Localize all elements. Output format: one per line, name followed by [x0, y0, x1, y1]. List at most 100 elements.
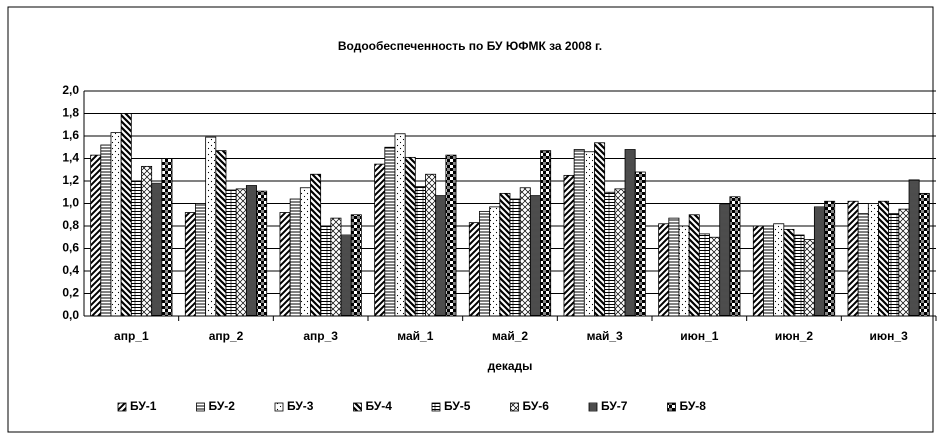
bar	[908, 179, 920, 317]
bar	[878, 200, 890, 317]
legend-label: БУ-1	[130, 399, 157, 413]
legend-swatch	[667, 402, 676, 412]
bar	[215, 150, 227, 317]
bar	[719, 204, 731, 317]
bar	[435, 195, 447, 317]
bar	[604, 191, 616, 317]
bar	[120, 113, 132, 317]
bar	[330, 217, 342, 317]
bar	[489, 206, 501, 317]
bar	[195, 203, 207, 317]
bar	[614, 188, 626, 317]
bar	[90, 154, 102, 317]
bar	[793, 234, 805, 317]
bar	[519, 187, 531, 317]
bar	[594, 142, 606, 317]
bar	[100, 144, 112, 317]
legend-label: БУ-4	[366, 399, 393, 413]
bar	[384, 146, 396, 317]
bar	[310, 173, 322, 317]
bar	[847, 200, 859, 317]
bar	[499, 192, 511, 317]
y-tick-label: 0,6	[62, 241, 79, 255]
bar	[184, 212, 196, 317]
bar	[299, 187, 311, 317]
legend-swatch	[196, 402, 205, 412]
y-tick-label: 0,0	[62, 308, 79, 322]
bar	[235, 188, 247, 317]
bar	[161, 158, 173, 317]
bar	[279, 212, 291, 317]
y-tick-label: 1,6	[62, 128, 79, 142]
bar	[888, 213, 900, 317]
bar	[509, 198, 521, 317]
legend-swatch	[510, 402, 519, 412]
chart-title: Водообеспеченность по БУ ЮФМК за 2008 г.	[338, 39, 602, 53]
bar	[445, 154, 457, 317]
bar	[857, 213, 869, 317]
bar	[289, 198, 301, 317]
bar	[540, 150, 552, 317]
bar	[698, 233, 710, 317]
bar	[425, 173, 437, 317]
bar	[918, 192, 930, 317]
bar	[898, 208, 910, 317]
x-tick-label: май_1	[397, 329, 433, 343]
y-tick-label: 0,2	[62, 286, 79, 300]
bar	[624, 149, 636, 317]
x-tick-label: апр_1	[114, 329, 149, 343]
bar	[479, 210, 491, 317]
bar	[130, 180, 142, 317]
y-tick-label: 2,0	[62, 83, 79, 97]
bar	[573, 149, 585, 317]
bar	[688, 214, 700, 317]
legend-swatch	[431, 402, 441, 412]
bar	[783, 228, 795, 317]
y-tick-label: 0,4	[62, 263, 79, 277]
bar	[824, 200, 836, 317]
legend-swatch	[353, 402, 362, 412]
bar	[668, 217, 680, 317]
y-tick-label: 1,0	[62, 196, 79, 210]
bar	[205, 136, 217, 317]
bar	[225, 189, 237, 317]
bar	[658, 223, 670, 317]
y-tick-label: 0,8	[62, 218, 79, 232]
bar	[374, 163, 386, 317]
legend-swatch	[588, 402, 598, 412]
legend-swatch	[117, 402, 127, 412]
bar	[468, 222, 480, 317]
legend-label: БУ-2	[209, 399, 236, 413]
bar	[320, 225, 332, 317]
bar	[404, 156, 416, 317]
bar	[678, 225, 690, 317]
bar	[350, 214, 362, 317]
bar	[763, 225, 775, 317]
legend-label: БУ-7	[601, 399, 628, 413]
bar	[867, 203, 879, 317]
bar	[563, 174, 575, 317]
bar	[729, 196, 741, 317]
x-tick-label: май_3	[587, 329, 623, 343]
x-tick-label: апр_3	[303, 329, 338, 343]
bar	[752, 225, 764, 317]
x-tick-label: июн_3	[870, 329, 909, 343]
legend-label: БУ-8	[680, 399, 707, 413]
y-tick-label: 1,8	[62, 106, 79, 120]
x-tick-label: июн_2	[775, 329, 814, 343]
bar	[141, 165, 153, 317]
bar	[773, 223, 785, 317]
bar	[803, 239, 815, 317]
bar	[110, 132, 122, 317]
y-tick-label: 1,2	[62, 173, 79, 187]
bar	[813, 206, 825, 317]
bar	[414, 186, 426, 317]
legend-label: БУ-3	[287, 399, 314, 413]
legend-label: БУ-5	[444, 399, 471, 413]
bar	[583, 151, 595, 317]
bar	[394, 133, 406, 317]
bar	[529, 195, 541, 317]
bar	[151, 182, 163, 317]
bar	[256, 190, 268, 317]
